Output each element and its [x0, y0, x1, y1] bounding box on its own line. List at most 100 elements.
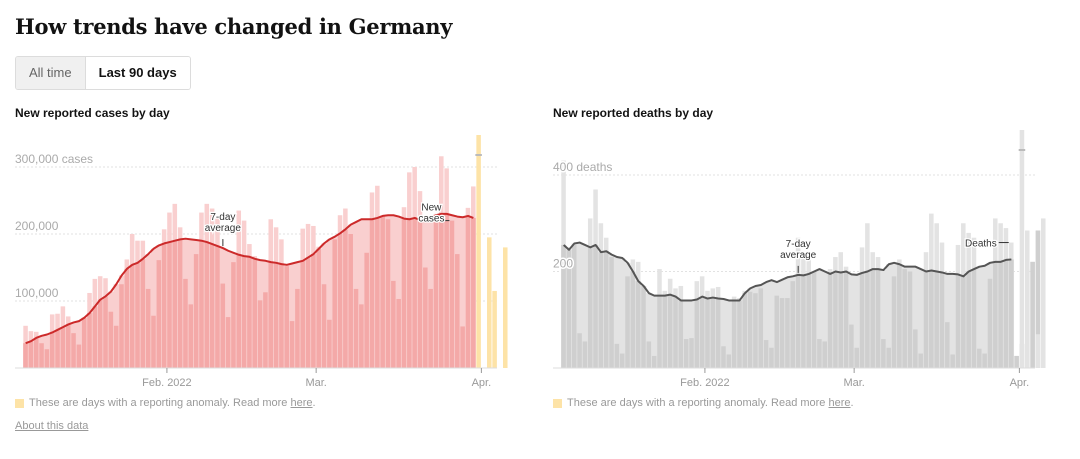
- bar-under-average: [1035, 230, 1041, 368]
- bar-under-average: [715, 298, 721, 368]
- x-tick-label: Feb. 2022: [142, 377, 192, 389]
- bar-under-average: [561, 244, 566, 368]
- bar-under-average: [321, 284, 327, 368]
- bar-under-average: [923, 271, 929, 368]
- bar-under-average: [1030, 261, 1035, 368]
- bar-under-average: [380, 215, 385, 368]
- bar-under-average: [49, 332, 55, 368]
- bar-under-average: [763, 340, 769, 368]
- bar-under-average: [854, 347, 859, 368]
- bar-under-average: [225, 317, 231, 368]
- anomaly-note-suffix: .: [850, 397, 854, 409]
- bar-under-average: [60, 327, 66, 368]
- bar-under-average: [977, 348, 982, 368]
- bar-under-average: [737, 300, 742, 368]
- bar-under-average: [252, 258, 258, 368]
- bar-under-average: [817, 339, 822, 368]
- bar-under-average: [694, 299, 700, 368]
- anomaly-bar: [487, 237, 492, 368]
- average-annotation-label: average: [780, 250, 817, 261]
- bar-under-average: [950, 354, 955, 368]
- x-tick-label: Mar.: [843, 377, 864, 389]
- bar-under-average: [630, 271, 636, 368]
- deaths-chart-title: New reported deaths by day: [553, 106, 714, 120]
- bar-under-average: [156, 260, 162, 368]
- x-tick-label: Feb. 2022: [680, 377, 730, 389]
- bar-under-average: [843, 271, 849, 368]
- bar-under-average: [348, 234, 353, 368]
- bar-under-average: [28, 341, 34, 368]
- time-range-toggle: All time Last 90 days: [15, 56, 191, 90]
- bar-under-average: [428, 288, 433, 368]
- bar-under-average: [449, 220, 455, 368]
- bar-under-average: [790, 281, 796, 368]
- bar-under-average: [204, 242, 210, 368]
- bar-under-average: [172, 240, 178, 368]
- anomaly-bar: [503, 247, 508, 368]
- bar-under-average: [769, 347, 774, 368]
- bar-under-average: [870, 269, 875, 368]
- bar-under-average: [311, 254, 316, 368]
- bar-under-average: [417, 219, 423, 368]
- bar-under-average: [247, 256, 252, 368]
- anomaly-bar: [492, 290, 497, 368]
- bar-under-average: [209, 244, 215, 368]
- bar-under-average: [215, 246, 220, 368]
- bar-under-average: [598, 252, 604, 368]
- bar-under-average: [359, 304, 364, 368]
- bar-under-average: [183, 278, 188, 368]
- bar-under-average: [710, 297, 716, 368]
- bar-under-average: [603, 251, 609, 368]
- bar-under-average: [886, 347, 891, 368]
- bar-under-average: [635, 281, 641, 368]
- bar-under-average: [742, 293, 748, 368]
- bar-under-average: [279, 264, 284, 368]
- bar-under-average: [657, 295, 662, 368]
- bar-under-average: [795, 274, 801, 368]
- bar-under-average: [577, 333, 582, 368]
- bar-under-average: [945, 322, 950, 368]
- bar-under-average: [23, 343, 28, 368]
- bar-under-average: [39, 343, 44, 368]
- bar-under-average: [71, 333, 76, 368]
- anomaly-bar: [476, 135, 481, 368]
- bar-under-average: [758, 288, 764, 368]
- bar-under-average: [678, 300, 684, 368]
- bar-under-average: [92, 306, 98, 368]
- bar-under-average: [875, 269, 881, 368]
- tab-all-time[interactable]: All time: [16, 57, 86, 89]
- about-this-data-link[interactable]: About this data: [15, 420, 89, 432]
- bar-under-average: [177, 239, 183, 368]
- bar-under-average: [385, 219, 391, 368]
- bar-under-average: [811, 271, 817, 368]
- bar-under-average: [129, 264, 135, 368]
- bar-under-average: [1003, 259, 1009, 368]
- bar-under-average: [822, 341, 827, 368]
- bar-under-average: [81, 317, 87, 368]
- bar-under-average: [614, 343, 620, 368]
- tab-last-90-days[interactable]: Last 90 days: [85, 57, 190, 89]
- bar-under-average: [587, 247, 593, 368]
- deaths-anomaly-note: These are days with a reporting anomaly.…: [553, 397, 854, 409]
- bar-under-average: [343, 229, 348, 368]
- bar-under-average: [471, 217, 476, 368]
- bar-under-average: [891, 276, 897, 368]
- bar-annotation-label: New: [421, 203, 442, 214]
- anomaly-note-suffix: .: [312, 397, 316, 409]
- anomaly-read-more-link[interactable]: here: [290, 397, 313, 409]
- bar-under-average: [423, 267, 428, 368]
- anomaly-read-more-link[interactable]: here: [828, 397, 851, 409]
- bar-under-average: [412, 217, 417, 368]
- bar-under-average: [268, 262, 274, 368]
- anomaly-bar: [1025, 230, 1030, 368]
- bar-annotation-label: Deaths: [965, 239, 997, 250]
- bar-under-average: [971, 269, 977, 368]
- anomaly-note-text: These are days with a reporting anomaly.…: [29, 397, 288, 409]
- bar-under-average: [439, 213, 444, 368]
- bar-under-average: [865, 271, 870, 368]
- bar-under-average: [785, 298, 790, 368]
- bar-under-average: [966, 271, 971, 368]
- bar-under-average: [982, 353, 987, 368]
- bar-under-average: [913, 329, 918, 368]
- bar-under-average: [193, 254, 199, 368]
